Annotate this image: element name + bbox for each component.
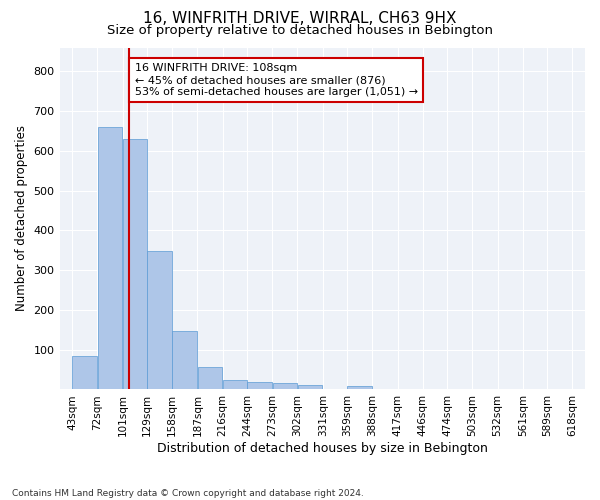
Text: Size of property relative to detached houses in Bebington: Size of property relative to detached ho… [107,24,493,37]
Bar [123,139,147,390]
Bar [272,384,297,390]
Bar [347,386,372,390]
Y-axis label: Number of detached properties: Number of detached properties [15,126,28,312]
Bar [298,386,322,390]
Bar [223,380,247,390]
Bar [197,367,223,390]
Bar [147,251,172,390]
Text: 16 WINFRITH DRIVE: 108sqm
← 45% of detached houses are smaller (876)
53% of semi: 16 WINFRITH DRIVE: 108sqm ← 45% of detac… [135,64,418,96]
Text: 16, WINFRITH DRIVE, WIRRAL, CH63 9HX: 16, WINFRITH DRIVE, WIRRAL, CH63 9HX [143,11,457,26]
Bar [73,356,97,390]
X-axis label: Distribution of detached houses by size in Bebington: Distribution of detached houses by size … [157,442,488,455]
Bar [172,331,197,390]
Bar [98,127,122,390]
Text: Contains HM Land Registry data © Crown copyright and database right 2024.: Contains HM Land Registry data © Crown c… [12,488,364,498]
Bar [247,382,272,390]
